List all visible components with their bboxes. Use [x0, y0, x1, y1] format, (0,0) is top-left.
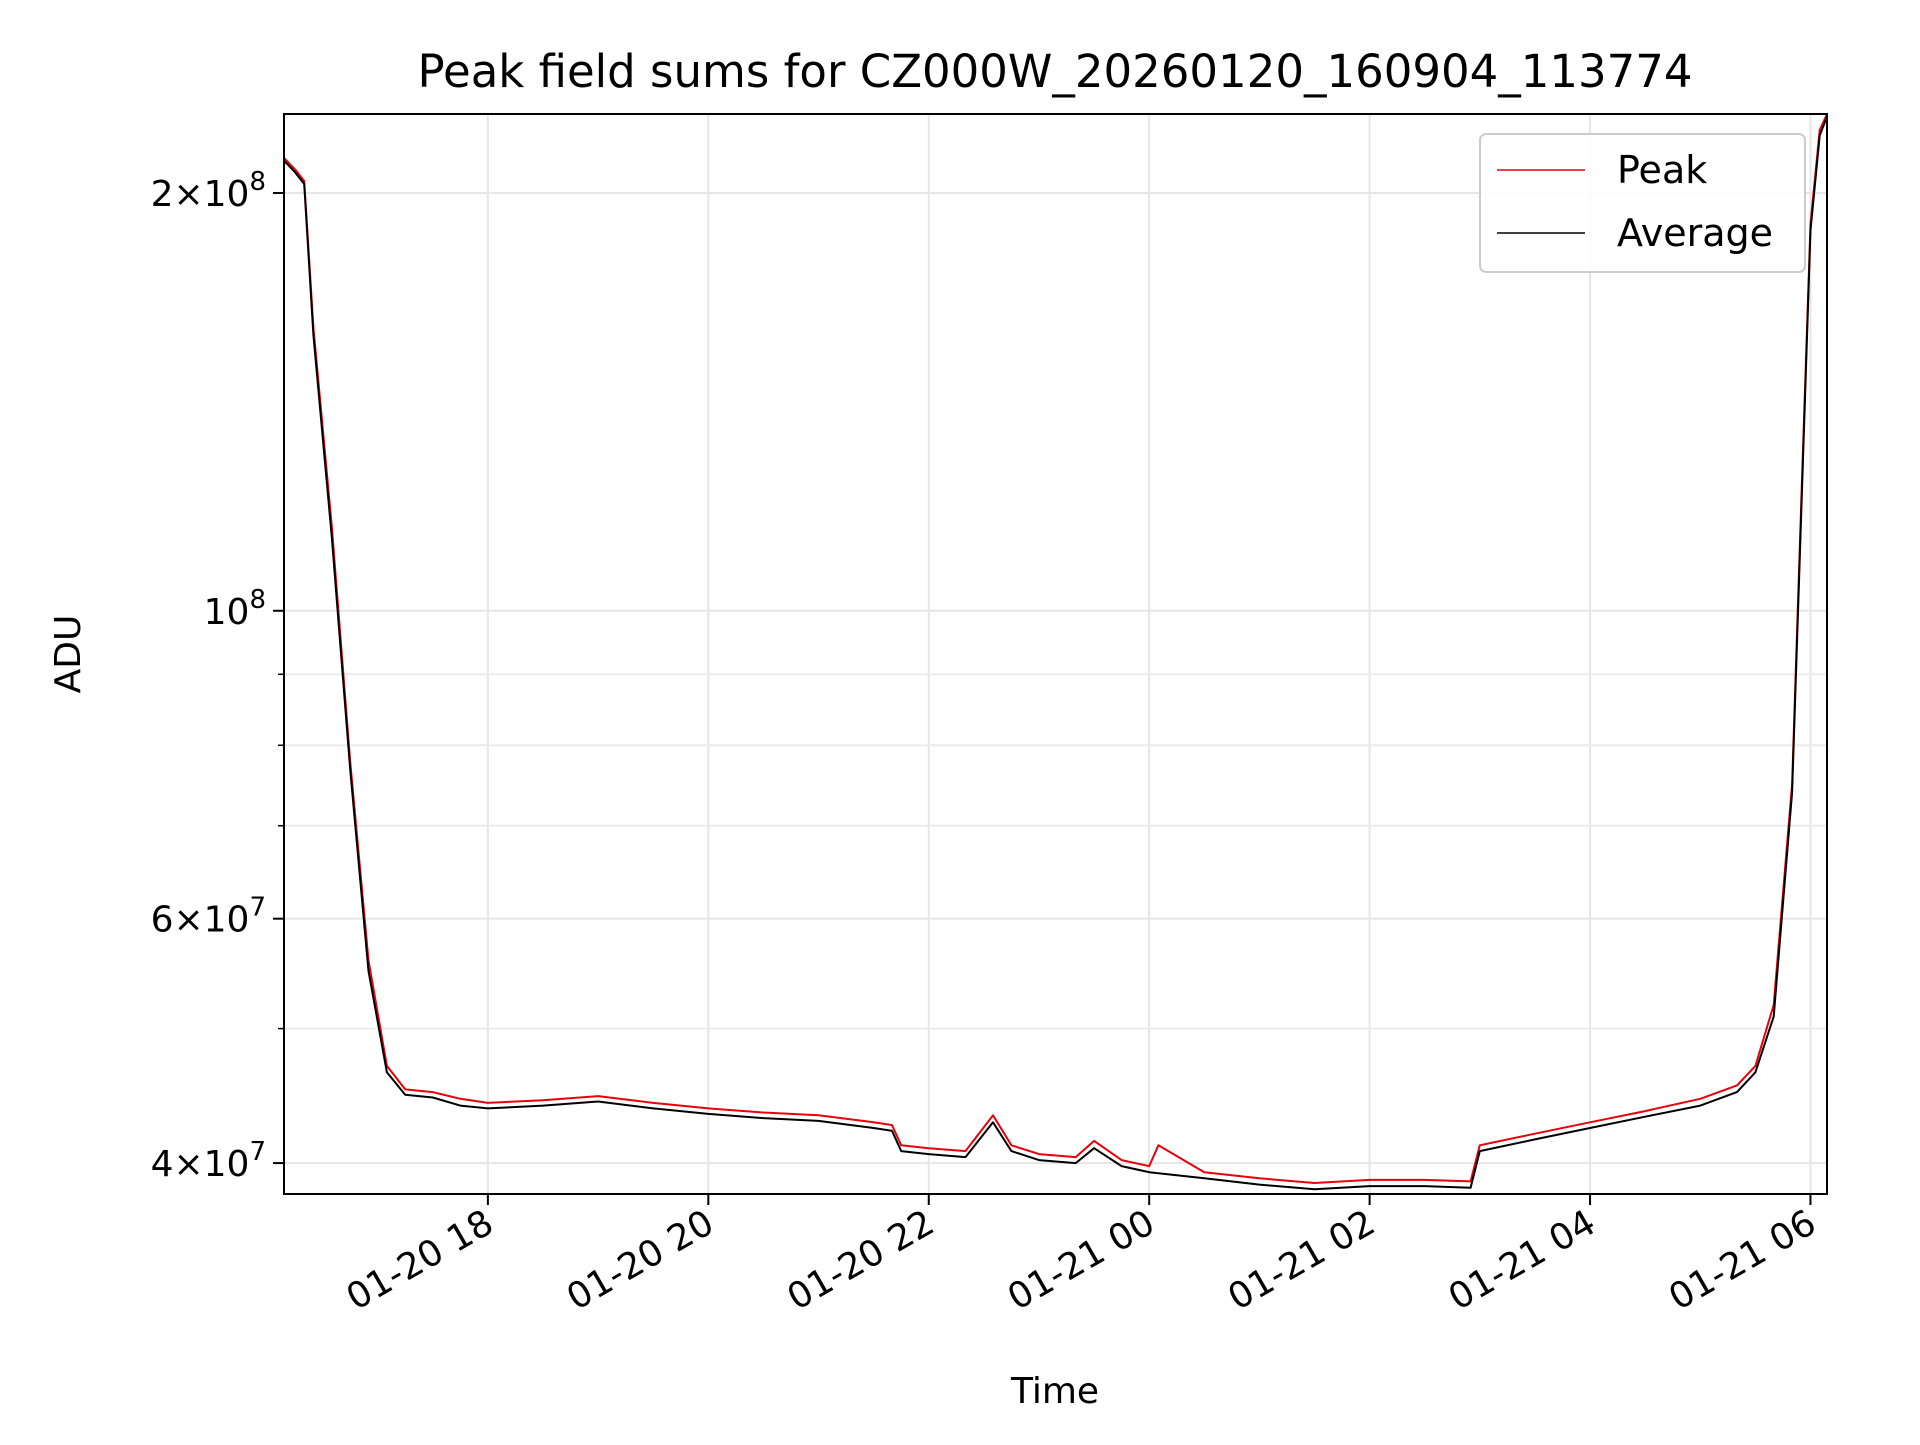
y-tick-label-3: 2×108 [151, 167, 266, 215]
series-line-average [283, 116, 1828, 1191]
x-axis-label: Time [1010, 1371, 1099, 1412]
series-lines [283, 113, 1828, 1191]
legend-label-average: Average [1617, 211, 1773, 255]
series-line-peak [283, 113, 1828, 1184]
y-tick-label-1: 6×107 [151, 893, 266, 941]
legend: Peak Average [1479, 133, 1806, 273]
legend-box [1479, 133, 1806, 273]
plot-frame [283, 113, 1828, 1195]
y-tick-label-0: 4×107 [151, 1137, 266, 1185]
y-tick-label-2: 108 [204, 585, 266, 633]
legend-label-peak: Peak [1617, 148, 1707, 192]
chart-title: Peak field sums for CZ000W_20260120_1609… [417, 45, 1692, 98]
y-axis-label: ADU [48, 615, 89, 694]
